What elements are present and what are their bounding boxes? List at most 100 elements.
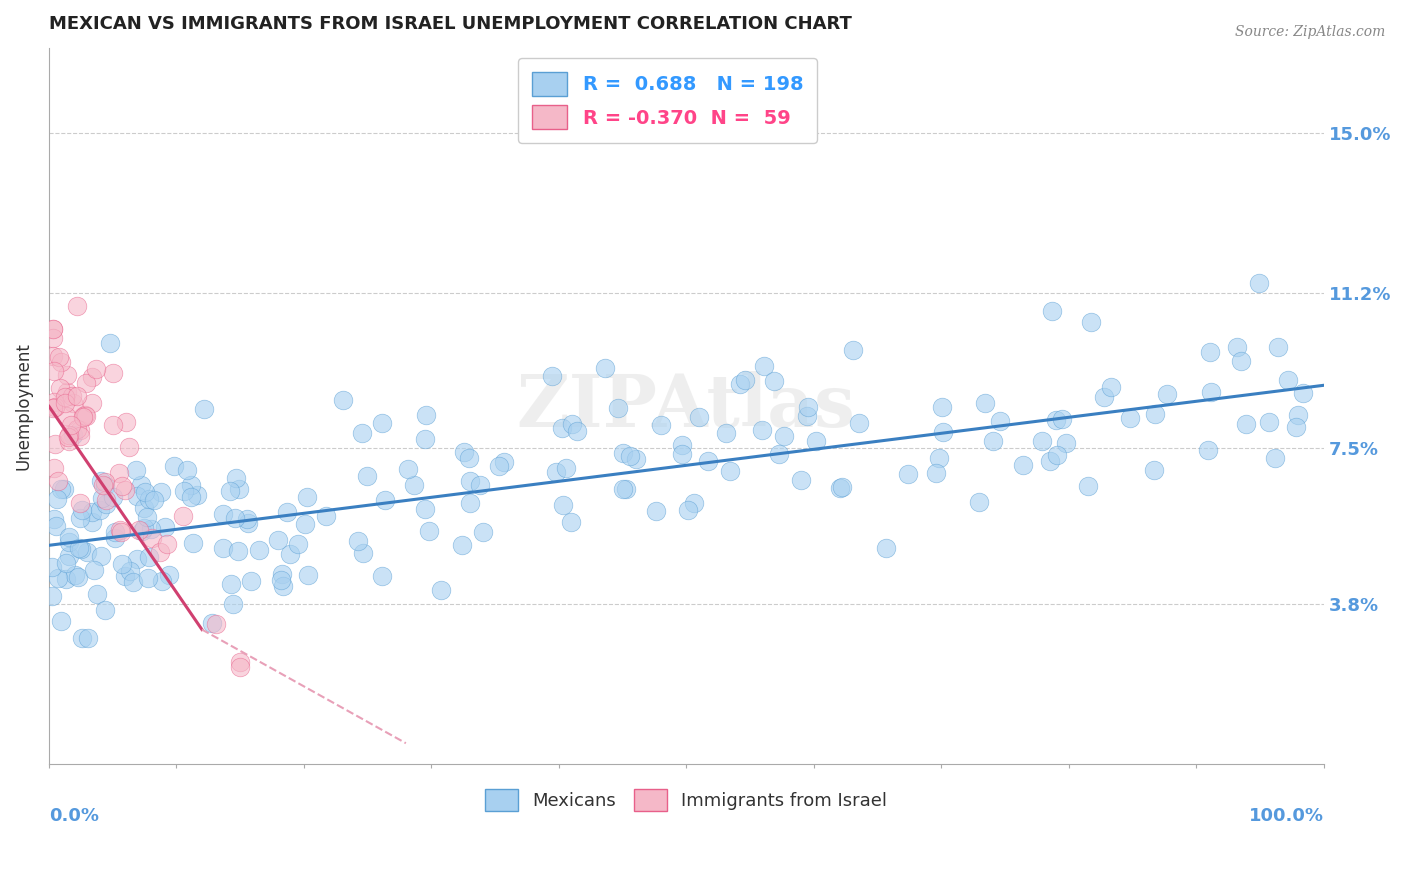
Point — [53, 482, 76, 496]
Point — [132, 521, 155, 535]
Point — [415, 409, 437, 423]
Point — [101, 366, 124, 380]
Point — [201, 616, 224, 631]
Point — [1264, 451, 1286, 466]
Point — [138, 492, 160, 507]
Point — [931, 401, 953, 415]
Point — [458, 496, 481, 510]
Point — [226, 544, 249, 558]
Point — [72, 409, 94, 423]
Point — [110, 525, 132, 540]
Point — [413, 433, 436, 447]
Point — [58, 535, 80, 549]
Point — [540, 369, 562, 384]
Point — [83, 563, 105, 577]
Point — [612, 446, 634, 460]
Point — [453, 444, 475, 458]
Point — [212, 507, 235, 521]
Point — [561, 417, 583, 431]
Point — [101, 490, 124, 504]
Point — [176, 462, 198, 476]
Point — [111, 558, 134, 572]
Point — [75, 409, 97, 423]
Point — [1257, 416, 1279, 430]
Point — [396, 462, 419, 476]
Point — [41, 589, 63, 603]
Point — [80, 396, 103, 410]
Point — [135, 509, 157, 524]
Point — [806, 434, 828, 449]
Point — [928, 450, 950, 465]
Point — [278, 547, 301, 561]
Point — [560, 515, 582, 529]
Point — [150, 574, 173, 588]
Point — [156, 536, 179, 550]
Point — [107, 466, 129, 480]
Point — [90, 491, 112, 505]
Point — [734, 373, 756, 387]
Point — [294, 517, 316, 532]
Point — [138, 550, 160, 565]
Point — [458, 451, 481, 466]
Point — [1039, 454, 1062, 468]
Point — [62, 396, 84, 410]
Point — [51, 355, 73, 369]
Point — [413, 501, 436, 516]
Point — [626, 452, 648, 467]
Point — [619, 449, 641, 463]
Point — [875, 541, 897, 555]
Point — [332, 393, 354, 408]
Point — [678, 503, 700, 517]
Point — [1080, 315, 1102, 329]
Point — [53, 396, 76, 410]
Point — [688, 410, 710, 425]
Point — [114, 568, 136, 582]
Point — [267, 533, 290, 548]
Point — [842, 343, 865, 357]
Point — [551, 420, 574, 434]
Point — [193, 401, 215, 416]
Point — [94, 475, 117, 489]
Point — [225, 471, 247, 485]
Point — [48, 351, 70, 365]
Point — [932, 425, 955, 440]
Point — [451, 538, 474, 552]
Point — [612, 483, 634, 497]
Point — [84, 362, 107, 376]
Point — [115, 415, 138, 429]
Point — [554, 461, 576, 475]
Point — [58, 530, 80, 544]
Point — [352, 546, 374, 560]
Point — [76, 545, 98, 559]
Point — [1226, 340, 1249, 354]
Y-axis label: Unemployment: Unemployment — [15, 343, 32, 470]
Point — [172, 509, 194, 524]
Point — [86, 587, 108, 601]
Point — [134, 485, 156, 500]
Point — [149, 545, 172, 559]
Point — [828, 481, 851, 495]
Point — [897, 467, 920, 482]
Point — [66, 422, 89, 436]
Point — [1011, 458, 1033, 472]
Point — [247, 543, 270, 558]
Point — [983, 434, 1005, 449]
Point — [108, 523, 131, 537]
Point — [697, 454, 720, 468]
Point — [967, 495, 990, 509]
Point — [1234, 417, 1257, 431]
Point — [418, 524, 440, 538]
Point — [270, 573, 292, 587]
Point — [55, 409, 77, 423]
Point — [67, 541, 90, 556]
Point — [1267, 340, 1289, 354]
Point — [988, 414, 1011, 428]
Point — [752, 359, 775, 374]
Point — [98, 336, 121, 351]
Text: ZIPAtlas: ZIPAtlas — [517, 371, 856, 442]
Point — [138, 571, 160, 585]
Point — [458, 475, 481, 489]
Text: Source: ZipAtlas.com: Source: ZipAtlas.com — [1234, 25, 1385, 39]
Point — [125, 489, 148, 503]
Point — [402, 478, 425, 492]
